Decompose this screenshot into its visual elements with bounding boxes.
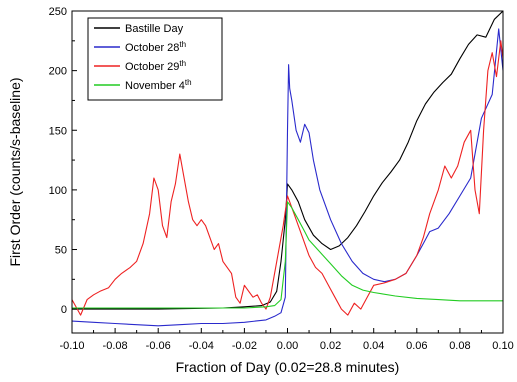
series-line-2 [72, 40, 503, 316]
x-tick-label: 0.00 [277, 340, 298, 352]
y-axis-title: First Order (counts/s-baseline) [7, 77, 23, 266]
x-tick-label: 0.08 [449, 340, 470, 352]
legend-label: November 4th [125, 78, 192, 92]
series-layer [72, 11, 503, 327]
x-tick-label: -0.08 [103, 340, 128, 352]
series-line-1 [72, 28, 503, 327]
y-tick-label: 200 [49, 66, 67, 78]
x-tick-label: 0.06 [406, 340, 427, 352]
legend-box [87, 17, 223, 101]
y-tick-label: 0 [61, 304, 67, 316]
y-tick-label: 150 [49, 125, 67, 137]
y-tick-label: 100 [49, 185, 67, 197]
y-tick-label: 50 [55, 245, 67, 257]
legend: Bastille Day October 28th October 29th Nove… [87, 17, 223, 101]
x-tick-label: 0.10 [492, 340, 513, 352]
series-line-3 [72, 201, 503, 309]
legend-label: Bastille Day [125, 23, 184, 35]
x-tick-label: -0.04 [189, 340, 214, 352]
x-tick-label: 0.04 [363, 340, 384, 352]
y-tick-label: 250 [49, 6, 67, 18]
y-axis: 0 50 100 150 200 250 [49, 6, 77, 316]
x-tick-label: -0.06 [146, 340, 171, 352]
x-axis: -0.10 -0.08 -0.06 -0.04 -0.02 0.00 0.02 0.04 0.0… [59, 328, 514, 352]
x-tick-label: 0.02 [320, 340, 341, 352]
x-tick-label: -0.02 [232, 340, 257, 352]
legend-label: October 28th [125, 40, 186, 54]
x-axis-title: Fraction of Day (0.02=28.8 minutes) [176, 359, 400, 375]
x-tick-label: -0.10 [59, 340, 84, 352]
series-line-0 [72, 11, 503, 310]
legend-label: October 29th [125, 59, 186, 73]
